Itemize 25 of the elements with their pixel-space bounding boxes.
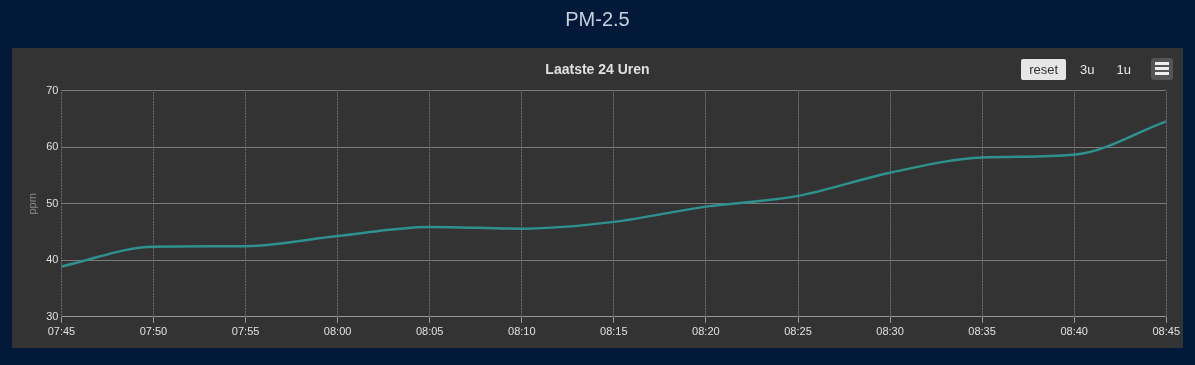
x-tick-label: 08:00 xyxy=(323,325,352,338)
x-tick-label: 07:55 xyxy=(231,325,260,338)
x-tick-label: 08:25 xyxy=(784,325,812,338)
y-tick-label: 60 xyxy=(46,140,59,153)
x-tick-label: 08:30 xyxy=(876,325,904,338)
y-tick-label: 50 xyxy=(46,196,59,209)
x-tick-label: 08:40 xyxy=(1060,325,1088,338)
chart-subtitle: Laatste 24 Uren xyxy=(545,61,650,78)
chart-title: PM-2.5 xyxy=(564,8,631,31)
line-series xyxy=(61,120,1167,268)
x-tick-label: 08:35 xyxy=(968,325,996,338)
x-tick-label: 08:10 xyxy=(508,325,536,338)
y-tick-label: 30 xyxy=(46,309,59,322)
x-tick-label: 08:15 xyxy=(600,325,628,338)
y-axis-title: ppm xyxy=(25,193,38,215)
x-tick-label: 07:45 xyxy=(47,325,76,338)
text: reset xyxy=(1021,58,1067,80)
x-tick-label: 08:05 xyxy=(415,325,444,338)
y-tick-label: 40 xyxy=(46,253,59,266)
y-tick-label: 70 xyxy=(46,83,59,96)
x-tick-label: 07:50 xyxy=(139,325,168,338)
x-tick-label: 08:20 xyxy=(692,325,720,338)
text: 1u xyxy=(1115,60,1132,79)
text: 3u xyxy=(1079,60,1096,79)
x-tick-label: 08:45 xyxy=(1152,325,1180,338)
